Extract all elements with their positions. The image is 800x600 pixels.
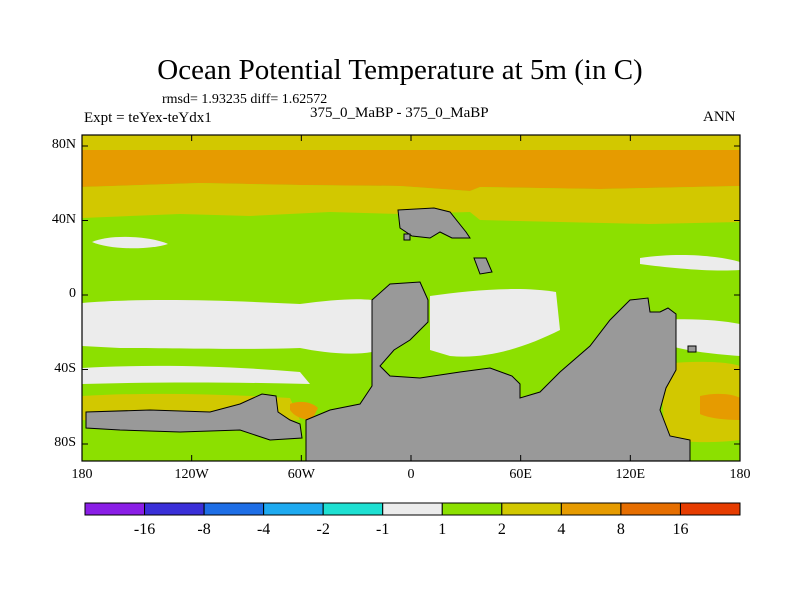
colorbar-box xyxy=(263,502,324,516)
plot-title: Ocean Potential Temperature at 5m (in C) xyxy=(157,54,643,86)
colorbar-box xyxy=(322,502,384,516)
southern-continent xyxy=(305,281,691,462)
colorbar-label: 16 xyxy=(672,521,689,538)
y-tick-label: 0 xyxy=(69,286,76,301)
small-island-a xyxy=(473,257,493,275)
south-white-band xyxy=(82,365,310,384)
colorbar-box xyxy=(679,502,741,516)
x-tick-label: 60W xyxy=(287,467,315,482)
x-tick-label: 180 xyxy=(71,467,93,482)
comparison-label: 375_0_MaBP - 375_0_MaBP xyxy=(310,105,489,121)
y-tick-label: 40N xyxy=(51,211,76,227)
colorbar-box xyxy=(560,502,622,516)
map-ticks xyxy=(81,135,741,461)
colorbar-box xyxy=(144,502,205,516)
north-white-patch xyxy=(92,236,168,249)
colorbar-box xyxy=(620,502,681,516)
y-tick-label: 40S xyxy=(54,360,76,376)
stats-text: rmsd= 1.93235 diff= 1.62572 xyxy=(162,92,328,107)
x-tick-label: 120E xyxy=(615,467,646,482)
colorbar-label: 8 xyxy=(616,521,625,538)
south-orange-patch-2 xyxy=(290,401,318,420)
arctic-orange-band xyxy=(82,150,740,191)
atlantic-white-patch xyxy=(430,289,560,357)
south-orange-patch xyxy=(700,393,740,420)
x-tick-label: 60E xyxy=(509,467,532,482)
land-mask xyxy=(85,207,697,462)
tropical-white-band xyxy=(82,299,372,354)
colorbar-label: -4 xyxy=(256,521,271,538)
small-island-b xyxy=(403,233,411,241)
colorbar-label: 1 xyxy=(438,521,447,538)
x-tick-label: 180 xyxy=(729,467,751,482)
x-tick-label: 0 xyxy=(407,467,415,482)
north-white-patch-east xyxy=(640,255,740,271)
midlat-yellow-band xyxy=(82,183,740,224)
y-tick-label: 80N xyxy=(51,137,76,152)
y-tick-label: 80S xyxy=(54,435,76,450)
colorbar-box xyxy=(382,502,443,516)
season-label: ANN xyxy=(703,109,736,125)
colorbar-box xyxy=(84,502,146,516)
southern-strip xyxy=(85,393,303,441)
colorbar-box xyxy=(441,502,503,516)
small-island-c xyxy=(687,345,697,353)
experiment-label: Expt = teYex-teYdx1 xyxy=(84,110,212,126)
arctic-yellow-top xyxy=(82,135,740,150)
colorbar-label: -16 xyxy=(133,521,156,538)
x-tick-label: 120W xyxy=(174,467,209,482)
colorbar-label: -2 xyxy=(316,521,330,538)
indian-white-patch xyxy=(660,319,740,356)
colorbar-box xyxy=(501,502,562,516)
colorbar-box xyxy=(203,502,265,516)
colorbar-label: -8 xyxy=(197,521,211,538)
colorbar-label: 4 xyxy=(557,521,566,538)
colorbar-label: -1 xyxy=(376,521,390,538)
colorbar-label: 2 xyxy=(497,521,506,538)
